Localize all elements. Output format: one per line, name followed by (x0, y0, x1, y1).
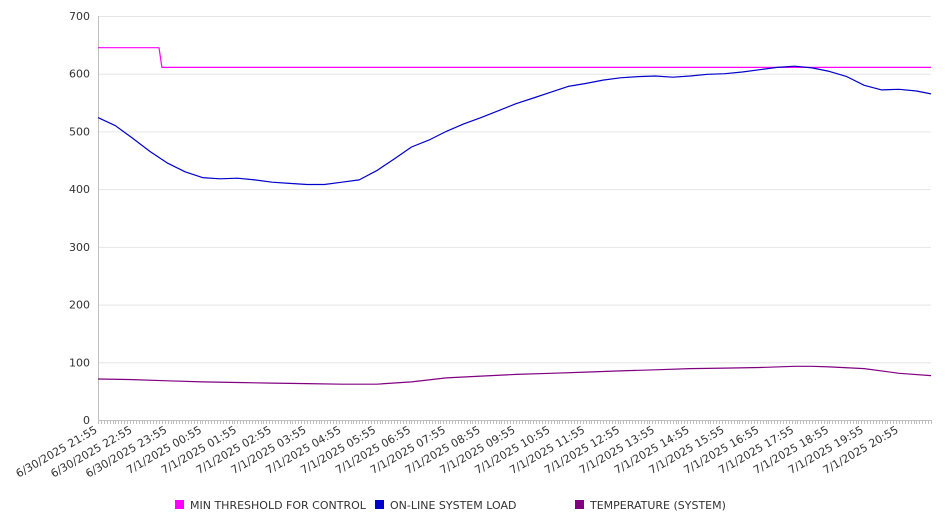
legend-label: ON-LINE SYSTEM LOAD (390, 499, 516, 512)
y-tick-label: 400 (69, 183, 90, 196)
grid-lines (98, 16, 931, 364)
y-tick-label: 500 (69, 125, 90, 138)
legend-swatch (375, 500, 384, 509)
y-tick-label: 200 (69, 299, 90, 312)
y-tick-label: 600 (69, 68, 90, 81)
x-axis: 6/30/2025 21:556/30/2025 22:556/30/2025 … (14, 420, 932, 480)
series-line-2 (97, 65, 932, 186)
y-tick-label: 700 (69, 10, 90, 23)
series-line-3 (97, 365, 932, 385)
y-tick-label: 0 (83, 414, 90, 427)
legend-label: TEMPERATURE (SYSTEM) (589, 499, 726, 512)
y-tick-label: 300 (69, 241, 90, 254)
y-tick-label: 100 (69, 356, 90, 369)
legend-swatch (175, 500, 184, 509)
legend-label: MIN THRESHOLD FOR CONTROL (190, 499, 367, 512)
legend: MIN THRESHOLD FOR CONTROL ON-LINE SYSTEM … (175, 499, 726, 512)
series-line-1 (98, 47, 931, 69)
series-group (97, 47, 932, 385)
legend-swatch (575, 500, 584, 509)
y-axis: 0 100 200 300 400 500 600 700 (69, 10, 99, 427)
